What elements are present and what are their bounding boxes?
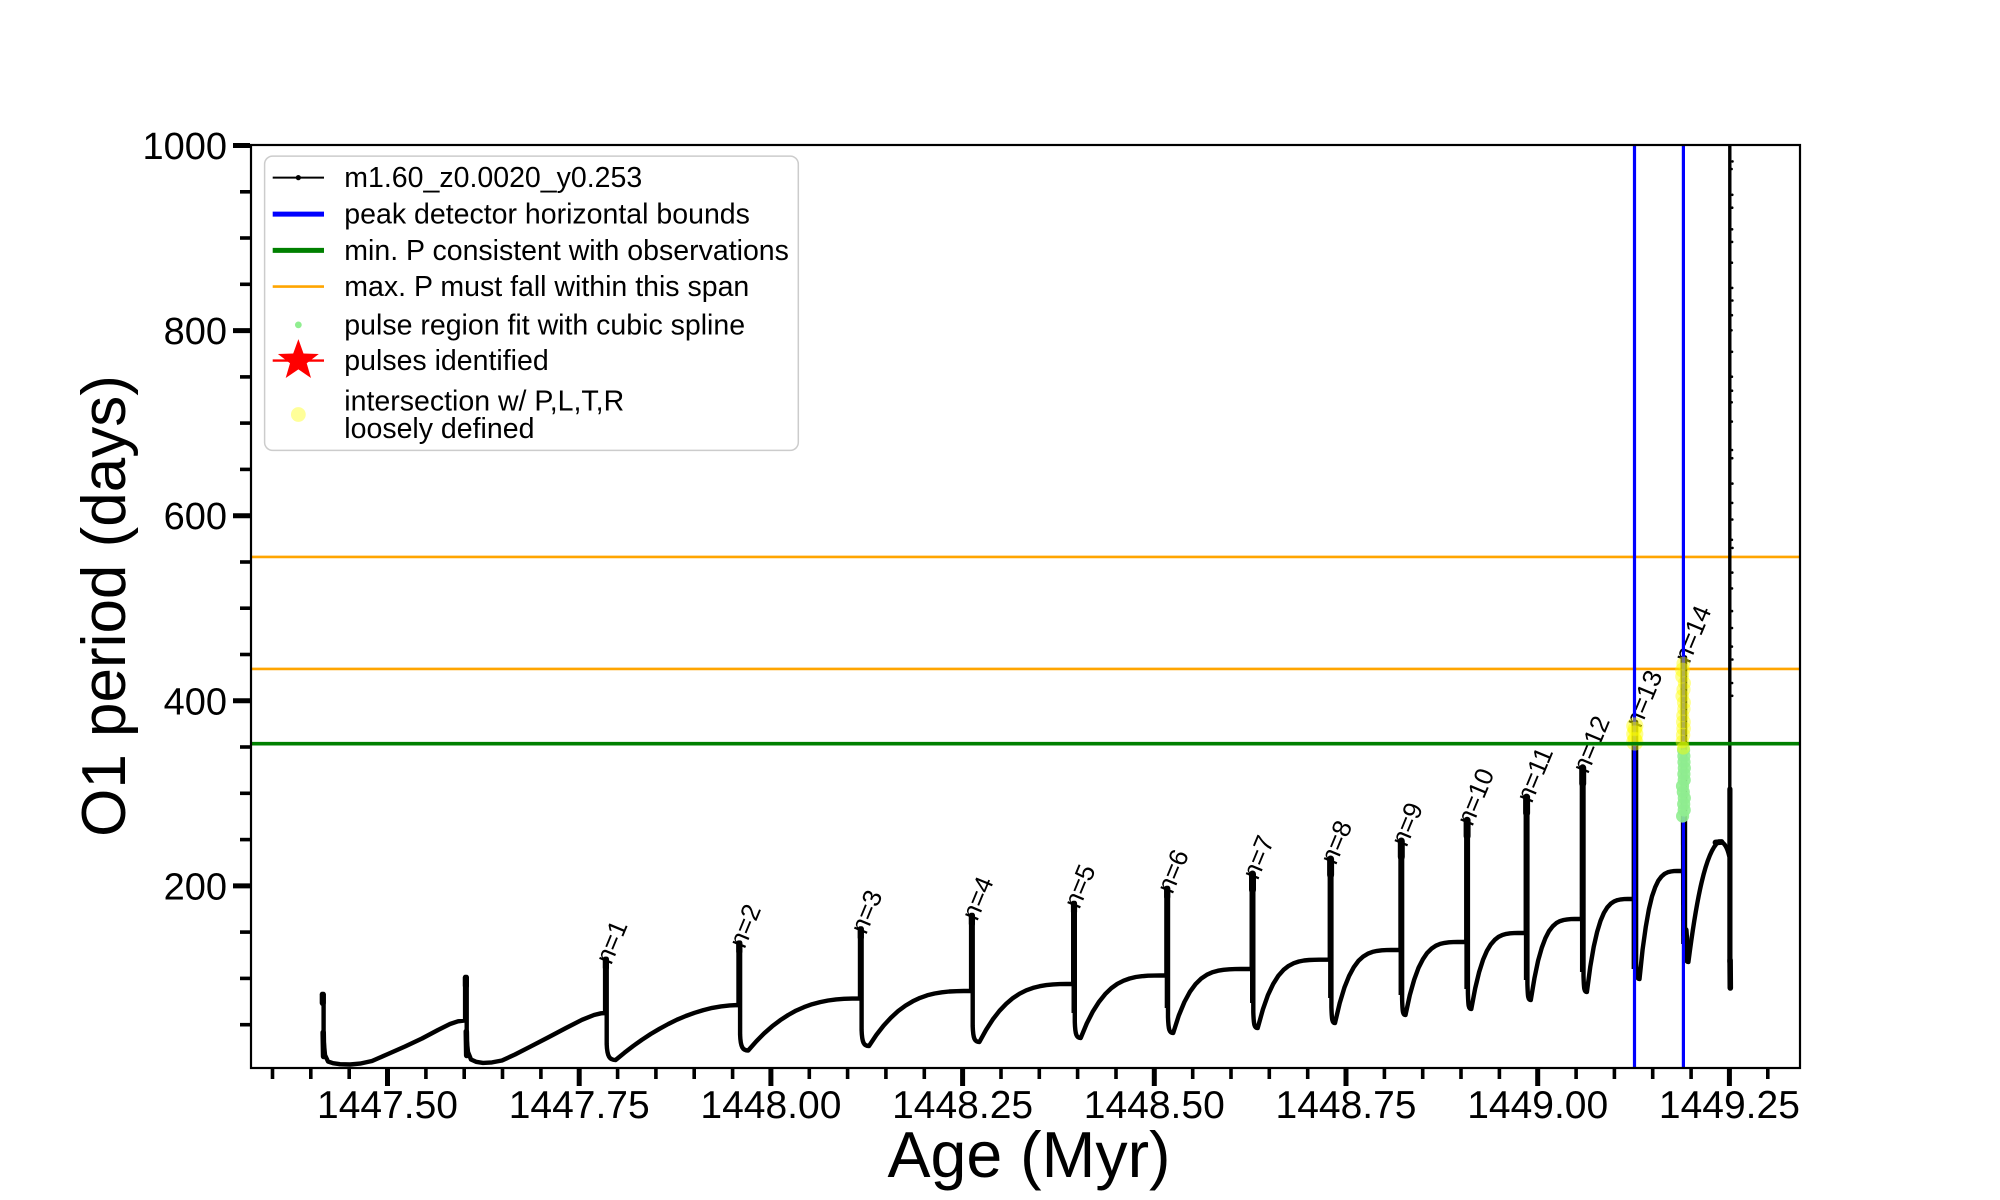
svg-text:1447.75: 1447.75 [509, 1084, 650, 1127]
svg-text:max. P must fall within this s: max. P must fall within this span [344, 271, 749, 303]
svg-text:pulse region fit with cubic sp: pulse region fit with cubic spline [344, 309, 745, 341]
svg-text:m1.60_z0.0020_y0.253: m1.60_z0.0020_y0.253 [344, 162, 642, 194]
svg-text:1448.50: 1448.50 [1084, 1084, 1225, 1127]
svg-text:peak detector horizontal bound: peak detector horizontal bounds [344, 199, 750, 231]
svg-text:1449.00: 1449.00 [1467, 1084, 1608, 1127]
svg-text:1448.75: 1448.75 [1276, 1084, 1417, 1127]
svg-text:min. P consistent with observa: min. P consistent with observations [344, 235, 789, 267]
svg-text:1448.25: 1448.25 [892, 1084, 1033, 1127]
svg-text:400: 400 [164, 681, 227, 723]
svg-text:loosely defined: loosely defined [344, 413, 534, 445]
svg-text:1000: 1000 [142, 126, 227, 168]
svg-text:1447.50: 1447.50 [317, 1084, 458, 1127]
svg-text:pulses identified: pulses identified [344, 345, 548, 377]
svg-text:1449.25: 1449.25 [1659, 1084, 1800, 1127]
svg-text:200: 200 [164, 866, 227, 908]
svg-text:800: 800 [164, 311, 227, 353]
svg-text:600: 600 [164, 496, 227, 538]
svg-text:O1 period (days): O1 period (days) [70, 375, 139, 837]
svg-text:1448.00: 1448.00 [700, 1084, 841, 1127]
svg-text:Age (Myr): Age (Myr) [887, 1119, 1170, 1191]
svg-text:intersection w/ P,L,T,R: intersection w/ P,L,T,R [344, 386, 624, 418]
